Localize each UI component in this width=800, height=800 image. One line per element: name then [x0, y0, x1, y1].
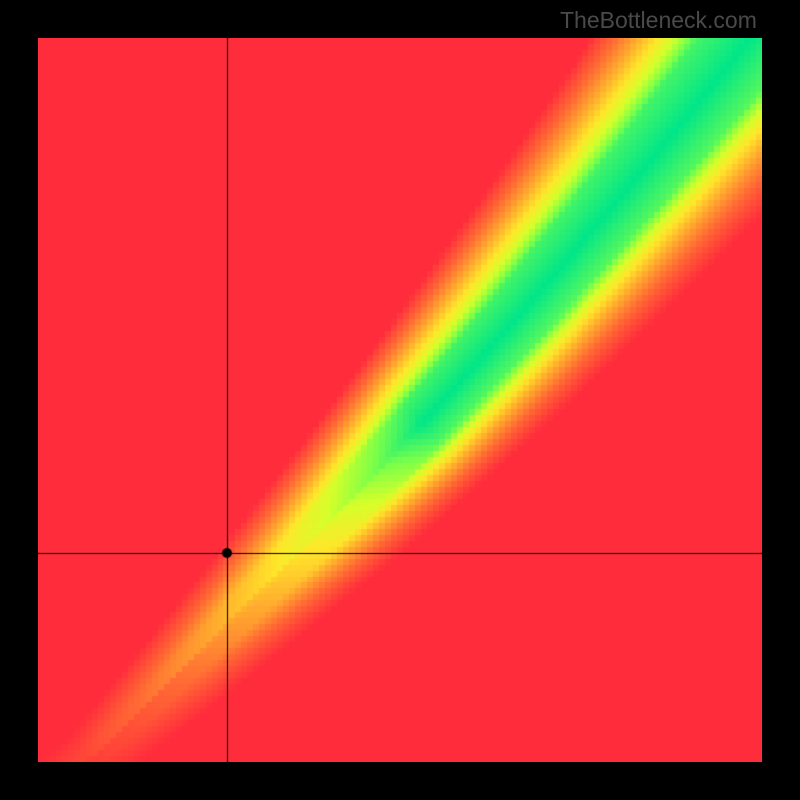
bottleneck-heatmap [38, 38, 762, 762]
watermark-text: TheBottleneck.com [560, 7, 757, 34]
chart-container [38, 38, 762, 762]
